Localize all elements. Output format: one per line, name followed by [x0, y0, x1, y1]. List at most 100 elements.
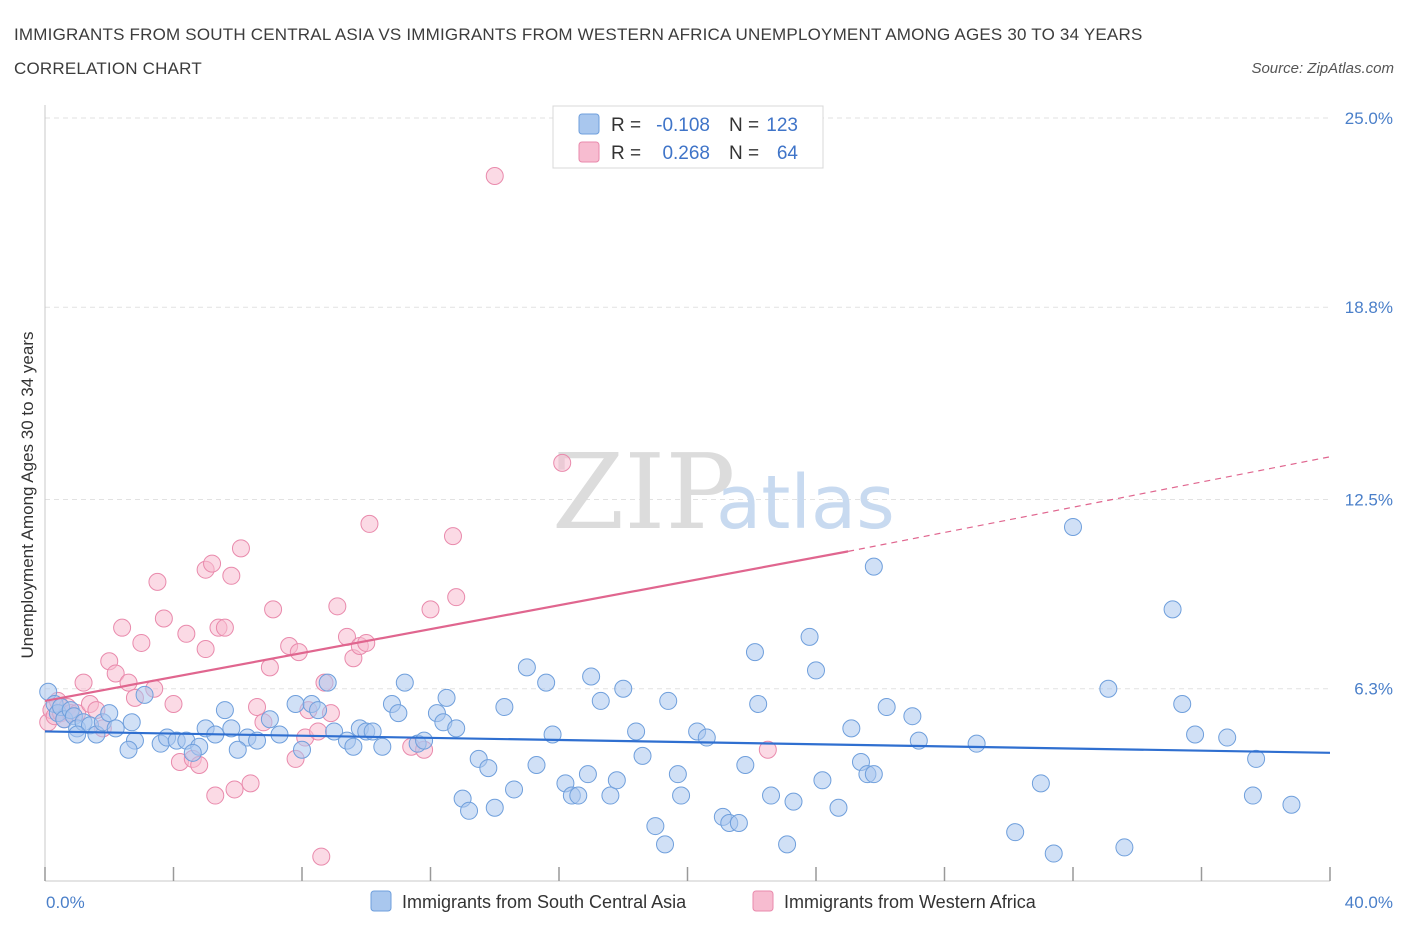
point-south-central-asia-54 — [479, 759, 498, 778]
legend-n-label-pink: N = — [729, 143, 759, 164]
point-south-central-asia-104 — [1044, 844, 1063, 863]
point-south-central-asia-50 — [447, 719, 466, 738]
y-tick-label-1: 12.5% — [1345, 491, 1393, 510]
point-south-central-asia-110 — [1186, 725, 1205, 744]
point-south-central-asia-90 — [807, 661, 825, 680]
point-south-central-asia-116 — [119, 740, 138, 759]
point-south-central-asia-86 — [762, 786, 781, 805]
point-south-central-asia-87 — [778, 835, 797, 854]
legend-r-value-blue: -0.108 — [656, 115, 710, 136]
point-western-africa-58 — [421, 600, 440, 619]
point-south-central-asia-118 — [228, 740, 247, 759]
y-axis-label: Unemployment Among Ages 30 to 34 years — [18, 332, 37, 659]
trend-line-south-central-asia — [44, 730, 1331, 754]
gridlines — [45, 117, 1330, 690]
point-south-central-asia-24 — [215, 701, 234, 720]
point-south-central-asia-84 — [745, 643, 764, 662]
point-western-africa-46 — [309, 722, 328, 741]
point-south-central-asia-91 — [813, 771, 832, 790]
point-south-central-asia-14 — [122, 713, 141, 732]
point-south-central-asia-92 — [829, 798, 848, 817]
point-western-africa-14 — [106, 664, 125, 683]
point-south-central-asia-105 — [1064, 517, 1082, 536]
point-south-central-asia-67 — [591, 691, 610, 710]
point-western-africa-20 — [148, 572, 167, 591]
legend-r-label-blue: R = — [611, 115, 641, 136]
point-western-africa-34 — [222, 566, 241, 585]
point-south-central-asia-46 — [415, 731, 434, 750]
point-south-central-asia-57 — [505, 780, 524, 799]
point-south-central-asia-65 — [578, 765, 597, 784]
point-western-africa-60 — [447, 588, 466, 607]
x-tick-label-0: 0.0% — [46, 893, 85, 912]
point-western-africa-24 — [177, 624, 196, 643]
point-western-africa-59 — [443, 527, 462, 546]
point-western-africa-15 — [113, 618, 132, 637]
point-south-central-asia-66 — [582, 667, 601, 686]
point-south-central-asia-30 — [286, 694, 305, 713]
point-south-central-asia-107 — [1115, 838, 1134, 857]
point-western-africa-18 — [132, 633, 151, 652]
point-western-africa-61 — [485, 166, 504, 185]
point-south-central-asia-31 — [293, 740, 311, 759]
point-western-africa-29 — [203, 554, 222, 573]
point-south-central-asia-34 — [318, 673, 337, 692]
y-tick-labels: 6.3% 12.5% 18.8% 25.0% — [1345, 109, 1393, 699]
point-western-africa-50 — [328, 597, 347, 616]
point-western-africa-33 — [225, 780, 244, 799]
point-western-africa-16 — [119, 673, 138, 692]
point-western-africa-21 — [154, 609, 173, 628]
point-south-central-asia-88 — [784, 792, 803, 811]
point-south-central-asia-58 — [517, 658, 536, 677]
point-south-central-asia-28 — [260, 710, 279, 729]
point-south-central-asia-60 — [537, 673, 556, 692]
point-south-central-asia-37 — [344, 737, 363, 756]
x-tick-label-1: 40.0% — [1345, 893, 1393, 912]
bottom-legend-swatch-pink — [752, 890, 774, 912]
legend-swatch-blue — [578, 113, 600, 135]
point-western-africa-55 — [360, 514, 379, 533]
series-south-central-asia-points — [39, 517, 1301, 863]
bottom-legend-swatch-blue — [370, 890, 392, 912]
point-western-africa-30 — [206, 786, 225, 805]
trend-line-western-africa-extension — [848, 456, 1331, 552]
point-south-central-asia-113 — [1247, 749, 1266, 768]
legend-n-label-blue: N = — [729, 115, 759, 136]
point-south-central-asia-73 — [646, 817, 665, 836]
x-tick-labels: 0.0% 40.0% — [46, 893, 1393, 912]
point-south-central-asia-49 — [437, 688, 456, 707]
legend-r-label-pink: R = — [611, 143, 641, 164]
point-south-central-asia-76 — [668, 765, 687, 784]
point-western-africa-36 — [241, 774, 260, 793]
legend-r-value-pink: 0.268 — [662, 143, 710, 164]
point-south-central-asia-64 — [569, 786, 588, 805]
point-south-central-asia-44 — [395, 673, 414, 692]
watermark-atlas: atlas — [716, 460, 895, 546]
correlation-legend: R = -0.108 N = 123 R = 0.268 N = 64 — [552, 105, 824, 169]
series-legend: Immigrants from South Central Asia Immig… — [370, 890, 1037, 912]
point-south-central-asia-74 — [656, 835, 675, 854]
point-western-africa-32 — [215, 618, 234, 637]
point-south-central-asia-55 — [485, 798, 504, 817]
point-south-central-asia-41 — [373, 737, 392, 756]
point-south-central-asia-59 — [527, 756, 546, 775]
y-tick-label-2: 18.8% — [1345, 298, 1393, 317]
point-south-central-asia-98 — [877, 698, 896, 717]
point-south-central-asia-72 — [633, 746, 652, 765]
point-south-central-asia-111 — [1218, 728, 1237, 747]
axes — [44, 105, 1331, 882]
point-south-central-asia-43 — [389, 704, 408, 723]
legend-n-value-pink: 64 — [777, 143, 799, 164]
point-south-central-asia-70 — [614, 679, 633, 698]
trend-lines — [44, 456, 1331, 754]
point-south-central-asia-112 — [1243, 786, 1262, 805]
point-western-africa-37 — [248, 698, 267, 717]
point-south-central-asia-114 — [1282, 795, 1301, 814]
point-western-africa-27 — [196, 640, 215, 659]
point-western-africa-63 — [758, 740, 777, 759]
point-south-central-asia-109 — [1173, 694, 1192, 713]
point-western-africa-47 — [312, 847, 331, 866]
point-western-africa-22 — [164, 694, 183, 713]
point-south-central-asia-15 — [135, 685, 154, 704]
